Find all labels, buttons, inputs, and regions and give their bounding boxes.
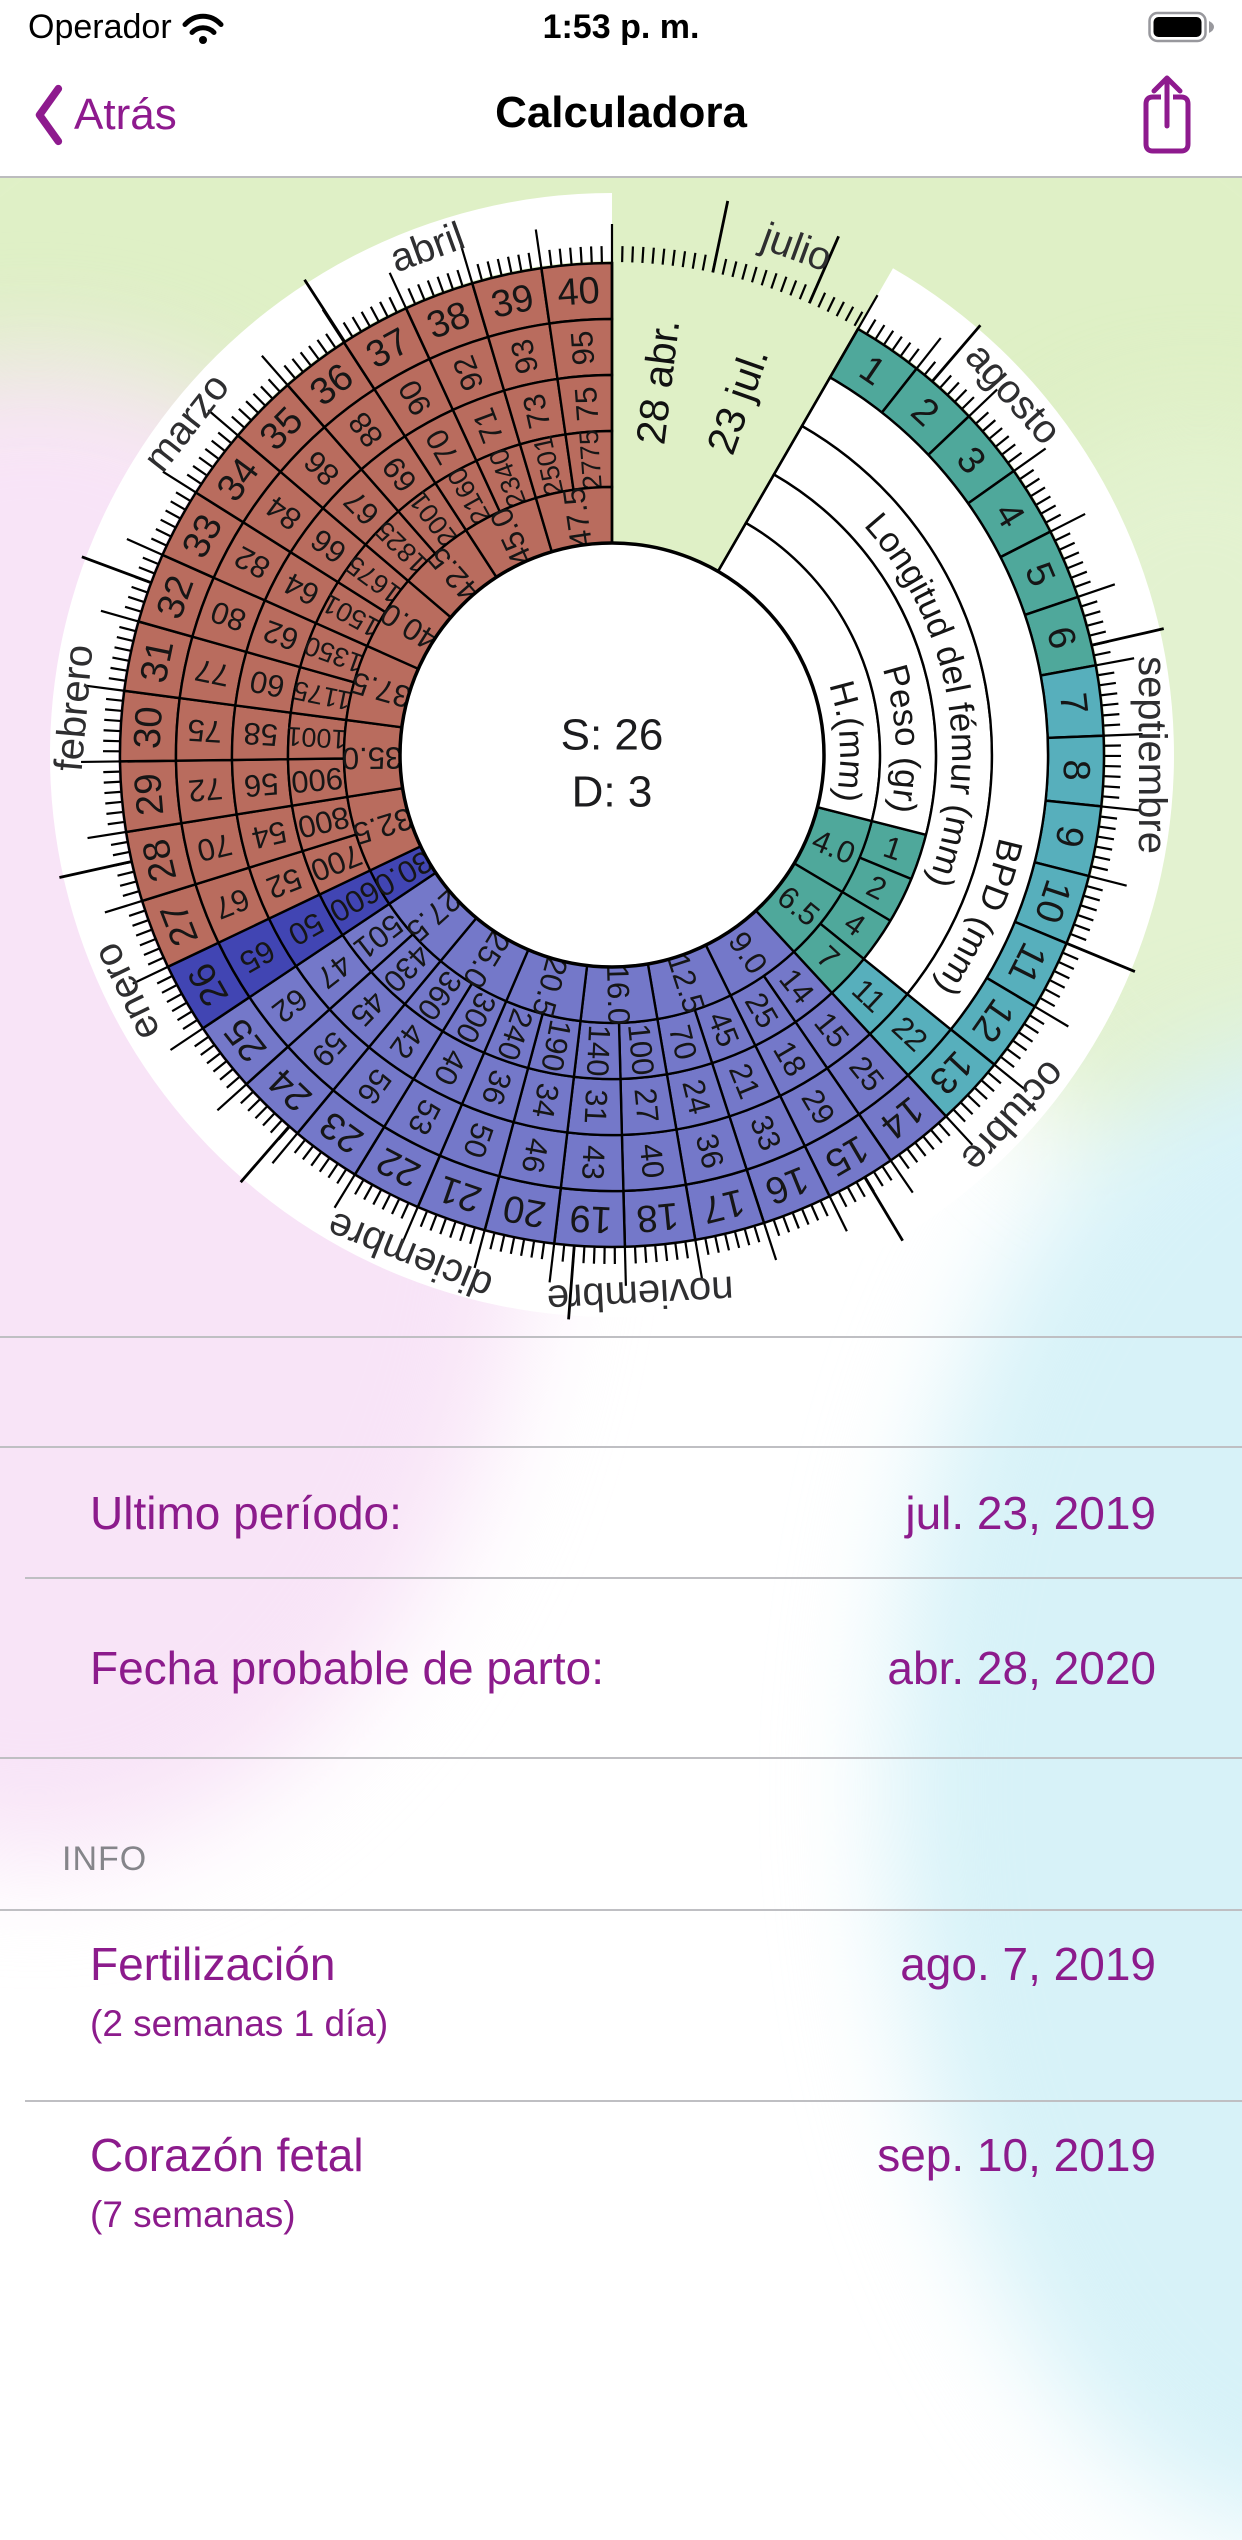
svg-text:72: 72: [187, 771, 224, 809]
svg-text:29: 29: [127, 772, 172, 818]
svg-text:2775: 2775: [574, 429, 608, 491]
svg-text:27: 27: [627, 1086, 665, 1124]
svg-text:31: 31: [133, 637, 183, 687]
svg-text:35.0: 35.0: [342, 740, 403, 776]
month-label-septiembre: septiembre: [1130, 656, 1174, 854]
svg-text:93: 93: [504, 336, 546, 377]
svg-text:43: 43: [575, 1145, 612, 1181]
row-label: Corazón fetal: [90, 2128, 364, 2182]
nav-bar: Atrás Calculadora: [0, 54, 1242, 178]
svg-text:39: 39: [487, 277, 537, 327]
gestational-age-weeks: S: 26: [561, 711, 664, 760]
share-icon: [1136, 72, 1198, 158]
row-last-period[interactable]: Ultimo período: jul. 23, 2019: [0, 1448, 1242, 1577]
svg-text:46: 46: [515, 1135, 556, 1175]
svg-text:19: 19: [569, 1197, 613, 1241]
svg-text:1001: 1001: [286, 721, 348, 754]
row-label: Fertilización: [90, 1937, 335, 1991]
svg-text:900: 900: [290, 761, 345, 800]
svg-text:56: 56: [243, 766, 280, 804]
svg-text:30: 30: [127, 705, 171, 750]
row-value: jul. 23, 2019: [905, 1486, 1156, 1540]
row-fetal-heart[interactable]: Corazón fetal (7 semanas) sep. 10, 2019: [0, 2100, 1242, 2208]
svg-text:34: 34: [525, 1080, 566, 1120]
status-time: 1:53 p. m.: [0, 8, 1242, 47]
wheel-pointer-labels: 28 abr.23 jul.: [627, 317, 777, 460]
row-due-date[interactable]: Fecha probable de parto: abr. 28, 2020: [0, 1579, 1242, 1757]
svg-text:77: 77: [192, 652, 233, 693]
gestational-age-days: D: 3: [572, 768, 653, 817]
row-sublabel: (2 semanas 1 día): [90, 2003, 388, 2045]
svg-text:58: 58: [242, 716, 278, 753]
row-label: Fecha probable de parto:: [90, 1641, 604, 1695]
status-bar: Operador 1:53 p. m.: [0, 0, 1242, 54]
pregnancy-wheel[interactable]: 1234567891011121314151617181920212223242…: [0, 176, 1242, 1337]
svg-text:75: 75: [568, 385, 605, 422]
share-button[interactable]: [1136, 72, 1198, 163]
lmp-pointer-label: 23 jul.: [698, 341, 778, 460]
due-date-pointer-label: 28 abr.: [627, 317, 688, 447]
svg-text:18: 18: [634, 1194, 680, 1240]
svg-text:95: 95: [564, 330, 601, 367]
svg-text:8: 8: [1054, 759, 1097, 782]
row-value: abr. 28, 2020: [887, 1641, 1156, 1695]
svg-text:16.0: 16.0: [600, 964, 637, 1025]
row-fertilization[interactable]: Fertilización (2 semanas 1 día) ago. 7, …: [0, 1909, 1242, 2100]
separator: [0, 1336, 1242, 1338]
row-sublabel: (7 semanas): [90, 2194, 296, 2236]
svg-text:75: 75: [186, 712, 222, 749]
svg-text:31: 31: [578, 1089, 615, 1125]
battery-icon: [1148, 11, 1216, 43]
svg-text:60: 60: [247, 663, 288, 704]
svg-text:73: 73: [516, 391, 558, 432]
svg-text:40: 40: [633, 1142, 671, 1180]
row-value: ago. 7, 2019: [900, 1937, 1156, 1991]
row-label: Ultimo período:: [90, 1486, 402, 1540]
svg-text:40: 40: [556, 270, 601, 315]
row-value: sep. 10, 2019: [877, 2128, 1156, 2182]
svg-text:140: 140: [580, 1024, 617, 1077]
svg-text:20: 20: [500, 1186, 549, 1235]
svg-text:100: 100: [621, 1022, 661, 1077]
page-title: Calculadora: [0, 88, 1242, 138]
info-section-header: INFO: [62, 1840, 147, 1879]
separator: [0, 1757, 1242, 1759]
